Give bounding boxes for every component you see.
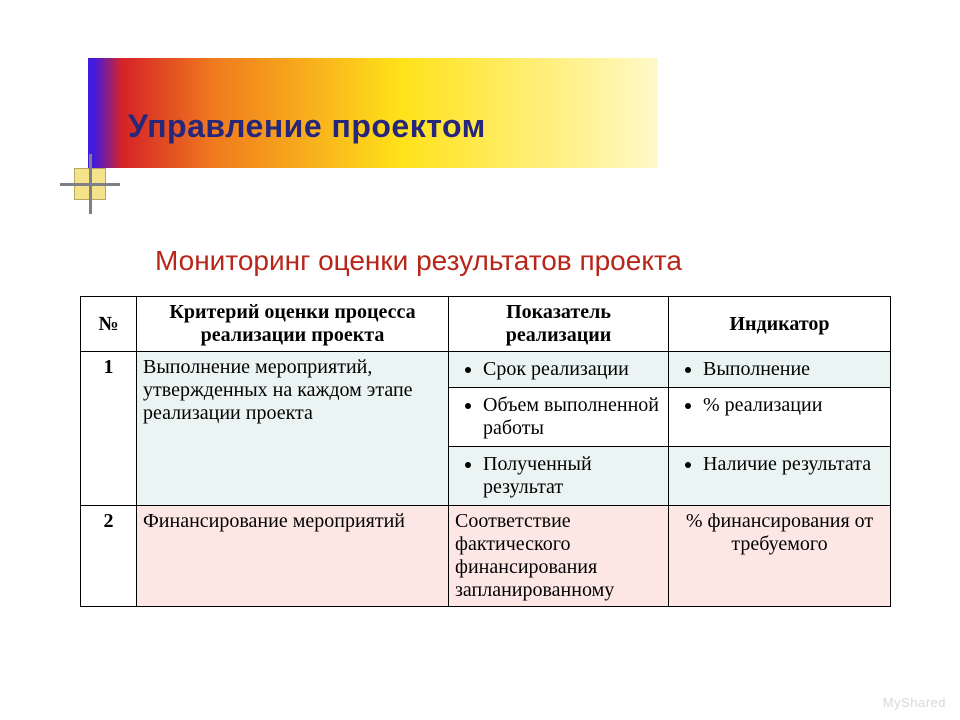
- slide-title: Управление проектом: [128, 108, 486, 145]
- col-header-measure: Индикатор: [669, 297, 891, 352]
- table-header-row: № Критерий оценки процесса реализации пр…: [81, 297, 891, 352]
- cell-num: 2: [81, 506, 137, 607]
- cell-criterion: Выполнение мероприятий, утвержденных на …: [137, 352, 449, 506]
- cell-indicator: Срок реализации: [449, 352, 669, 388]
- cell-indicator: Объем выполненной работы: [449, 388, 669, 447]
- col-header-num: №: [81, 297, 137, 352]
- measure-bullet: Выполнение: [703, 358, 884, 381]
- cell-num: 1: [81, 352, 137, 506]
- indicator-bullet: Срок реализации: [483, 358, 662, 381]
- cell-indicator: Соответствие фактического финансирования…: [449, 506, 669, 607]
- indicator-bullet: Объем выполненной работы: [483, 394, 662, 440]
- cell-measure: Выполнение: [669, 352, 891, 388]
- measure-bullet: % реализации: [703, 394, 884, 417]
- slide-subtitle: Мониторинг оценки результатов проекта: [155, 245, 682, 277]
- col-header-criterion: Критерий оценки процесса реализации прое…: [137, 297, 449, 352]
- cell-measure: % реализации: [669, 388, 891, 447]
- monitoring-table-wrap: № Критерий оценки процесса реализации пр…: [80, 296, 890, 607]
- cell-indicator: Полученный результат: [449, 447, 669, 506]
- slide: Управление проектом Мониторинг оценки ре…: [0, 0, 960, 720]
- cell-measure: Наличие результата: [669, 447, 891, 506]
- table-row: 2 Финансирование мероприятий Соответстви…: [81, 506, 891, 607]
- table-row: 1 Выполнение мероприятий, утвержденных н…: [81, 352, 891, 388]
- monitoring-table: № Критерий оценки процесса реализации пр…: [80, 296, 891, 607]
- watermark: MyShared: [883, 695, 946, 710]
- deco-cross-icon: [60, 154, 130, 224]
- cell-criterion: Финансирование мероприятий: [137, 506, 449, 607]
- col-header-indicator: Показатель реализации: [449, 297, 669, 352]
- cell-measure: % финансирования от требуемого: [669, 506, 891, 607]
- indicator-bullet: Полученный результат: [483, 453, 662, 499]
- measure-bullet: Наличие результата: [703, 453, 884, 476]
